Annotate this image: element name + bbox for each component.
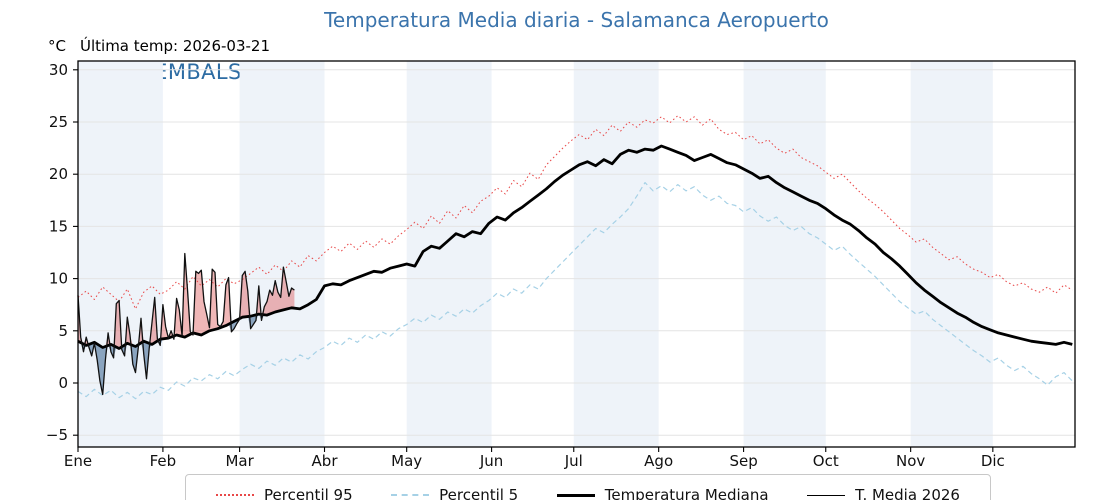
svg-text:Feb: Feb: [150, 452, 177, 470]
legend-label-t2026: T. Media 2026: [855, 486, 960, 500]
p95-line-swatch-icon: [216, 494, 254, 496]
svg-text:0: 0: [58, 374, 68, 392]
svg-text:Ago: Ago: [644, 452, 673, 470]
svg-text:Jun: Jun: [479, 452, 503, 470]
y-axis: −5 0 5 10 15 20 25 30: [46, 61, 78, 444]
legend-item-percentil-5: Percentil 5: [391, 486, 518, 500]
y-gridlines: [78, 69, 1075, 436]
svg-text:−5: −5: [46, 426, 68, 444]
legend-box: Percentil 95 Percentil 5 Temperatura Med…: [185, 474, 991, 500]
plot-frame: [77, 60, 1076, 448]
p5-line-swatch-icon: [391, 494, 430, 496]
svg-text:Abr: Abr: [312, 452, 339, 470]
series-percentil-5: [77, 182, 1073, 400]
legend-label-mediana: Temperatura Mediana: [604, 486, 769, 500]
legend-label-p95: Percentil 95: [264, 486, 353, 500]
svg-text:15: 15: [49, 217, 68, 235]
svg-text:Dic: Dic: [981, 452, 1005, 470]
legend-item-percentil-95: Percentil 95: [216, 486, 353, 500]
deviation-fills: [78, 253, 295, 395]
series-temperatura-mediana: [77, 144, 1073, 350]
svg-text:25: 25: [49, 113, 68, 131]
legend-item-t-media-2026: T. Media 2026: [807, 486, 960, 500]
svg-text:5: 5: [58, 322, 68, 340]
last-temp-annotation: Última temp: 2026-03-21: [80, 37, 271, 55]
svg-text:20: 20: [49, 165, 68, 183]
y-axis-unit-label: °C: [48, 37, 66, 55]
series-t-media-2026: [77, 252, 295, 396]
legend-item-mediana: Temperatura Mediana: [556, 486, 769, 500]
svg-text:May: May: [391, 452, 422, 470]
svg-text:Sep: Sep: [729, 452, 757, 470]
svg-text:Oct: Oct: [813, 452, 839, 470]
month-bands: [78, 61, 993, 447]
series-percentil-95: [77, 115, 1073, 310]
median-line-swatch-icon: [556, 493, 595, 497]
svg-text:Ene: Ene: [64, 452, 92, 470]
chart-title: Temperatura Media diaria - Salamanca Aer…: [324, 8, 829, 32]
svg-text:Nov: Nov: [896, 452, 925, 470]
legend-label-p5: Percentil 5: [439, 486, 519, 500]
svg-text:30: 30: [49, 61, 68, 79]
t2026-line-swatch-icon: [807, 494, 846, 496]
svg-text:Jul: Jul: [564, 452, 583, 470]
x-axis: Ene Feb Mar Abr May Jun Jul Ago Sep Oct Nov Dic: [64, 447, 1005, 470]
svg-text:10: 10: [49, 270, 68, 288]
svg-text:Mar: Mar: [225, 452, 254, 470]
